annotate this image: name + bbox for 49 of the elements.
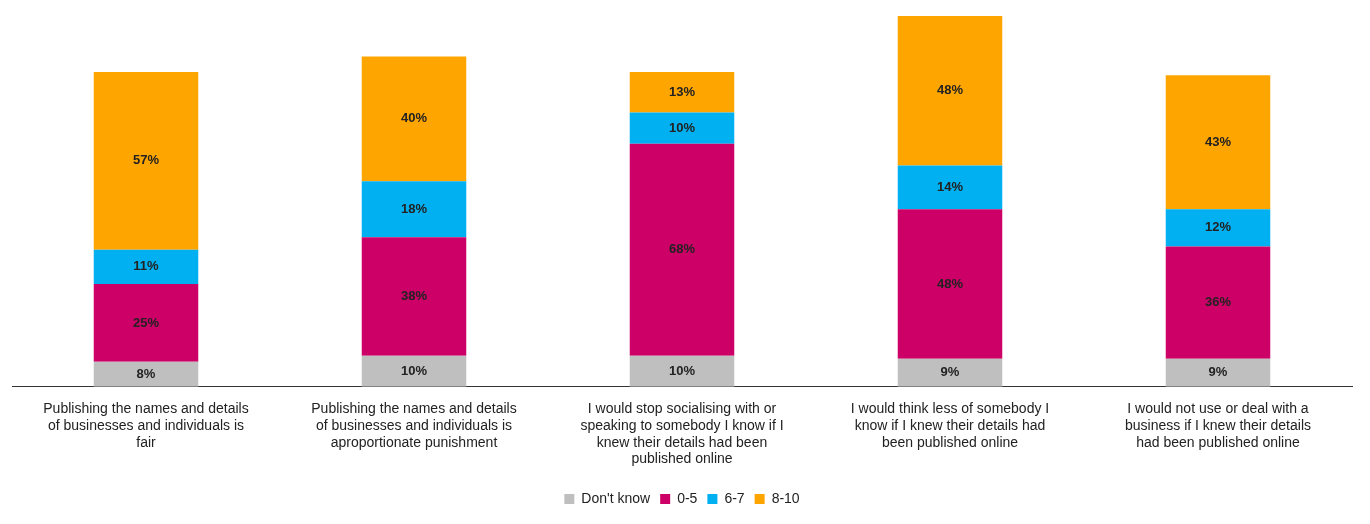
- bar: [361, 56, 467, 182]
- data-label: 48%: [936, 275, 964, 291]
- data-label: 43%: [1204, 133, 1232, 149]
- bar: [629, 143, 735, 356]
- bar: [897, 358, 1003, 387]
- bar: [629, 72, 735, 113]
- data-label: 9%: [1208, 364, 1228, 380]
- bar: [93, 283, 199, 362]
- data-label: 10%: [400, 362, 428, 378]
- bar: [361, 181, 467, 238]
- bar: [93, 249, 199, 284]
- data-label: 12%: [1204, 219, 1232, 235]
- data-label: 25%: [132, 314, 160, 330]
- bar: [1165, 75, 1271, 210]
- data-label: 11%: [133, 258, 160, 274]
- legend-label: 0-5: [677, 489, 698, 506]
- legend-label: 8-10: [771, 489, 800, 506]
- data-label: 13%: [668, 83, 696, 99]
- legend-label: Don't know: [581, 489, 652, 506]
- bar: [1165, 209, 1271, 247]
- data-label: 48%: [936, 82, 964, 98]
- bar: [93, 72, 199, 250]
- data-label: 10%: [668, 362, 696, 378]
- x-tick-label: I would think less of somebody I know if I knew their details had been published online: [850, 400, 1050, 450]
- bar: [1165, 246, 1271, 359]
- data-label: 8%: [136, 365, 156, 381]
- data-label: 14%: [936, 178, 964, 194]
- x-tick-label: I would stop socialising with or speaking to somebody I know if I knew their details had been published online: [580, 400, 784, 467]
- bar: [361, 237, 467, 356]
- data-label: 38%: [400, 288, 428, 304]
- bar: [361, 355, 467, 387]
- x-tick-label: Publishing the names and details of businesses and individuals is fair: [43, 400, 249, 450]
- data-label: 68%: [668, 241, 696, 257]
- bar: [897, 209, 1003, 359]
- data-label: 10%: [668, 119, 696, 135]
- data-label: 18%: [400, 200, 428, 216]
- data-label: 40%: [400, 110, 428, 126]
- data-label: 36%: [1204, 294, 1232, 310]
- legend-label: 6-7: [724, 489, 745, 506]
- bar: [897, 16, 1003, 166]
- bar: [93, 361, 199, 387]
- bar: [1165, 358, 1271, 387]
- bar: [629, 355, 735, 387]
- bar: [897, 165, 1003, 210]
- data-label: 57%: [132, 152, 160, 168]
- data-label: 9%: [940, 364, 960, 380]
- bar: [629, 112, 735, 144]
- x-tick-label: Publishing the names and details of businesses and individuals is aproportionate punishment: [311, 400, 517, 450]
- x-tick-label: I would not use or deal with a business if I knew their details had been published online: [1125, 400, 1311, 450]
